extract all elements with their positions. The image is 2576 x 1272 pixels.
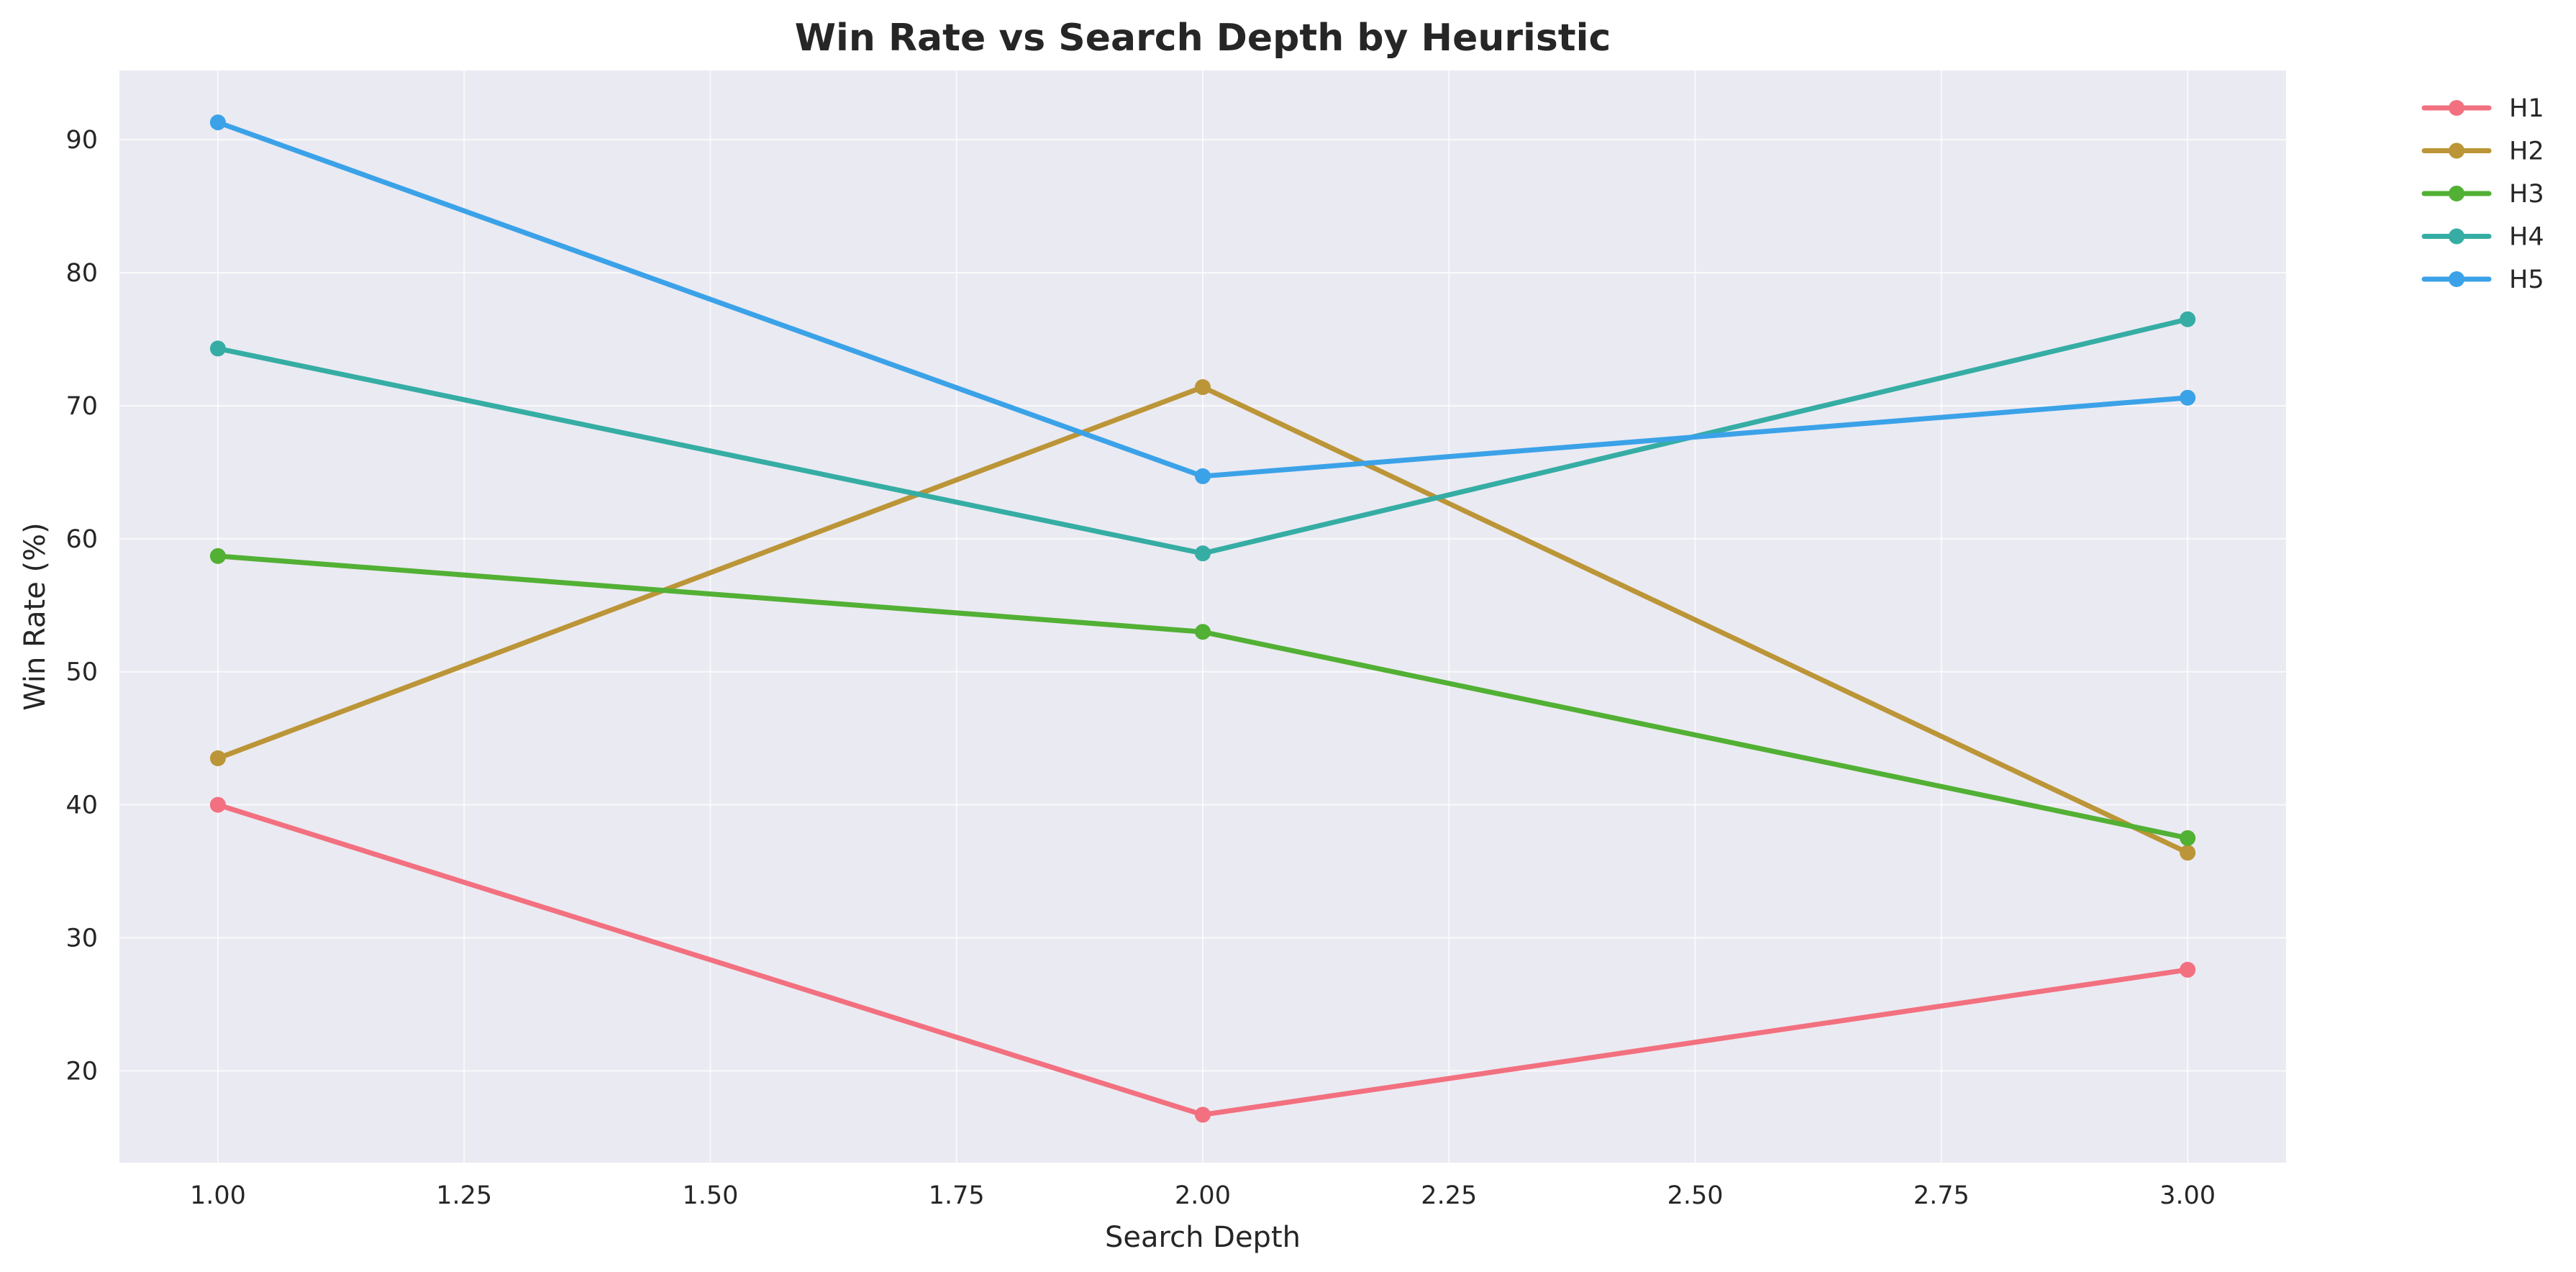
legend-marker [2449, 100, 2465, 116]
legend-item-h2: H2 [2421, 137, 2544, 166]
grid [119, 71, 2286, 1163]
legend: H1 H2 H3 H4 H5 [2421, 94, 2544, 294]
x-tick-label: 1.25 [436, 1181, 492, 1210]
legend-marker [2449, 271, 2465, 287]
legend-label: H5 [2509, 265, 2544, 294]
legend-label: H3 [2509, 180, 2544, 209]
x-tick-label: 1.00 [190, 1181, 246, 1210]
x-tick-label: 3.00 [2159, 1181, 2216, 1210]
series-h1 [209, 796, 2196, 1123]
series-h3 [209, 548, 2196, 846]
legend-item-h4: H4 [2421, 223, 2544, 252]
y-tick-label: 90 [65, 126, 98, 155]
y-tick-label: 40 [65, 791, 98, 820]
x-tick-labels: 1.00 1.25 1.50 1.75 2.00 2.25 2.50 2.75 3.00 [190, 1181, 2216, 1210]
series-h4 [209, 311, 2196, 562]
x-tick-label: 2.75 [1913, 1181, 1970, 1210]
legend-item-h1: H1 [2421, 94, 2544, 123]
chart-title: Win Rate vs Search Depth by Heuristic [795, 17, 1611, 60]
y-tick-label: 50 [65, 658, 98, 687]
series-lines [209, 114, 2196, 1123]
data-point [209, 340, 226, 357]
data-point [1195, 1107, 1211, 1123]
data-point [209, 750, 226, 766]
legend-marker [2449, 142, 2465, 159]
x-tick-label: 1.50 [682, 1181, 738, 1210]
x-axis-label: Search Depth [1105, 1221, 1301, 1254]
x-tick-label: 1.75 [929, 1181, 985, 1210]
data-point [2180, 389, 2196, 406]
series-h5 [209, 114, 2196, 484]
data-point [1195, 379, 1211, 396]
legend-label: H1 [2509, 94, 2544, 123]
legend-label: H2 [2509, 137, 2544, 166]
x-tick-label: 2.25 [1421, 1181, 1477, 1210]
data-point [2180, 961, 2196, 978]
legend-item-h3: H3 [2421, 180, 2544, 209]
data-point [1195, 545, 1211, 562]
y-tick-label: 30 [65, 925, 98, 953]
legend-marker [2449, 228, 2465, 245]
data-point [209, 114, 226, 131]
x-tick-label: 2.00 [1175, 1181, 1231, 1210]
data-point [2180, 311, 2196, 327]
legend-marker [2449, 186, 2465, 201]
legend-item-h5: H5 [2421, 265, 2544, 294]
y-tick-label: 20 [65, 1057, 98, 1086]
x-tick-label: 2.50 [1667, 1181, 1724, 1210]
legend-label: H4 [2509, 223, 2544, 252]
data-point [2180, 830, 2196, 846]
series-h2 [209, 379, 2196, 861]
data-point [1195, 624, 1211, 640]
data-point [209, 796, 226, 813]
y-tick-label: 60 [65, 525, 98, 554]
y-tick-label: 70 [65, 392, 98, 421]
data-point [2180, 845, 2196, 861]
data-point [1195, 468, 1211, 484]
data-point [209, 548, 226, 564]
y-tick-labels: 20 30 40 50 60 70 80 90 [65, 126, 98, 1086]
y-tick-label: 80 [65, 259, 98, 288]
y-axis-label: Win Rate (%) [19, 522, 52, 711]
